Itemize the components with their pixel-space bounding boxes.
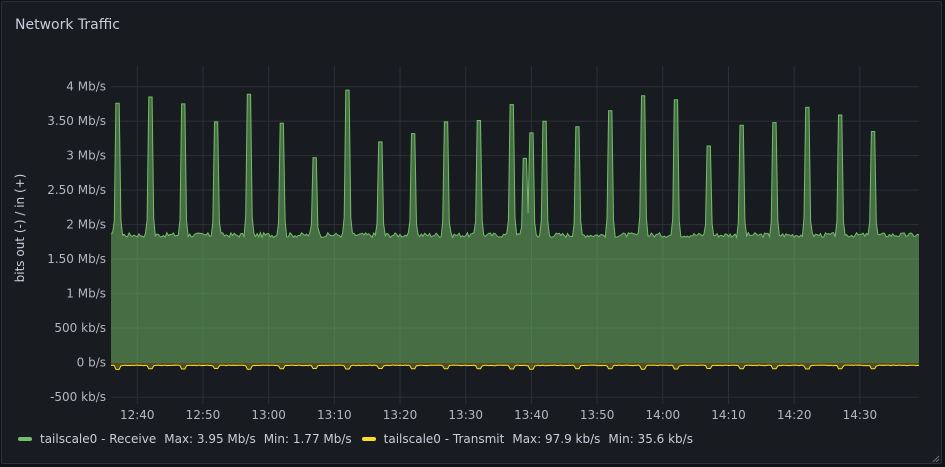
- y-axis-title: bits out (-) / in (+): [13, 174, 27, 283]
- y-tick-label: 1 Mb/s: [66, 287, 106, 301]
- x-tick-label: 14:30: [843, 408, 878, 422]
- series-area-0: [111, 90, 919, 363]
- y-tick-label: 1.50 Mb/s: [47, 252, 106, 266]
- x-tick-label: 13:40: [514, 408, 549, 422]
- legend-transmit-min: Min: 35.6 kb/s: [608, 432, 693, 446]
- y-tick-label: 4 Mb/s: [66, 80, 106, 94]
- x-tick-label: 12:50: [186, 408, 221, 422]
- y-tick-label: 2 Mb/s: [66, 218, 106, 232]
- panel-title[interactable]: Network Traffic: [15, 17, 120, 33]
- receive-swatch-icon: [18, 437, 32, 441]
- legend-item-receive[interactable]: tailscale0 - Receive Max: 3.95 Mb/s Min:…: [18, 432, 352, 446]
- x-axis-ticks: 12:40 12:50 13:00 13:10 13:20 13:30 13:40 13:50…: [120, 408, 877, 422]
- x-tick-label: 14:00: [646, 408, 681, 422]
- legend-transmit-name: tailscale0 - Transmit: [383, 432, 505, 446]
- y-tick-label: -500 kb/s: [50, 390, 106, 404]
- y-axis-ticks: 4 Mb/s 3.50 Mb/s 3 Mb/s 2.50 Mb/s 2 Mb/s 1.50…: [47, 80, 106, 404]
- y-tick-label: 3 Mb/s: [66, 149, 106, 163]
- y-tick-label: 3.50 Mb/s: [47, 114, 106, 128]
- y-tick-label: 0 b/s: [77, 356, 106, 370]
- x-tick-label: 13:00: [251, 408, 286, 422]
- x-tick-label: 13:30: [448, 408, 483, 422]
- x-tick-label: 13:20: [383, 408, 418, 422]
- chart-lines: [110, 89, 920, 370]
- x-tick-label: 12:40: [120, 408, 155, 422]
- resize-handle-icon[interactable]: [932, 455, 940, 463]
- legend-transmit-max: Max: 97.9 kb/s: [512, 432, 601, 446]
- x-tick-label: 13:10: [317, 408, 352, 422]
- x-tick-label: 14:10: [711, 408, 746, 422]
- y-tick-label: 500 kb/s: [54, 321, 106, 335]
- chart-legend: tailscale0 - Receive Max: 3.95 Mb/s Min:…: [18, 432, 703, 446]
- legend-receive-name: tailscale0 - Receive: [40, 432, 157, 446]
- y-tick-label: 2.50 Mb/s: [47, 183, 106, 197]
- x-tick-label: 14:20: [777, 408, 812, 422]
- legend-item-transmit[interactable]: tailscale0 - Transmit Max: 97.9 kb/s Min…: [361, 432, 693, 446]
- chart-areas: [111, 90, 919, 370]
- legend-receive-min: Min: 1.77 Mb/s: [263, 432, 352, 446]
- series-line-1: [110, 364, 920, 370]
- x-tick-label: 13:50: [580, 408, 615, 422]
- legend-receive-max: Max: 3.95 Mb/s: [164, 432, 256, 446]
- transmit-swatch-icon: [361, 437, 376, 441]
- series-line-0: [110, 89, 920, 240]
